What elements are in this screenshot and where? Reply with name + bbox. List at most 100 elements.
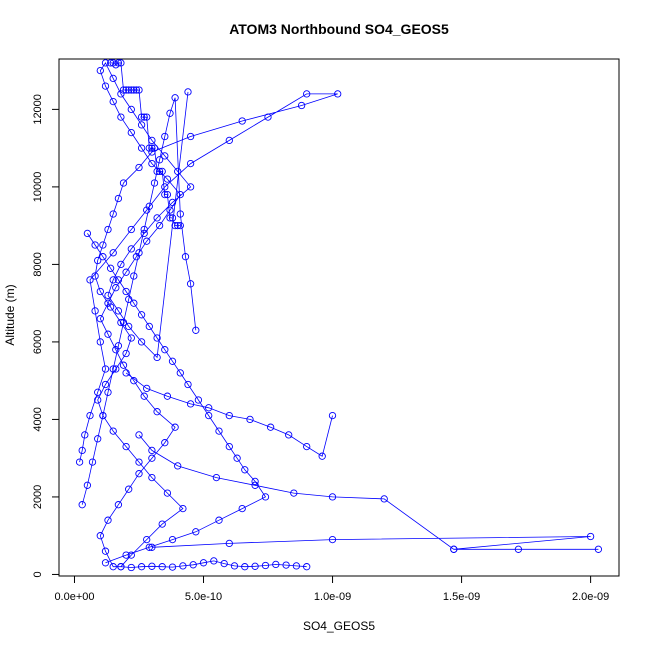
series-line (87, 233, 267, 564)
series-line (110, 62, 181, 227)
data-point (181, 253, 190, 261)
data-point (83, 229, 92, 238)
data-point (101, 380, 110, 389)
data-point (130, 86, 138, 94)
y-tick-label: 6000 (32, 330, 44, 354)
data-point (140, 392, 148, 400)
x-axis: 0.0e+00 5.0e-10 1.0e-09 1.5e-09 2.0e-09 (54, 575, 609, 603)
x-tick-label: 0.0e+00 (54, 591, 94, 603)
data-point (143, 384, 151, 393)
data-point (148, 454, 156, 462)
data-point (328, 535, 337, 544)
data-point (94, 388, 102, 396)
data-point (285, 431, 293, 439)
series-line (81, 97, 197, 505)
data-point (86, 411, 94, 420)
data-point (106, 303, 115, 311)
data-point (158, 563, 166, 571)
data-point (135, 431, 143, 439)
series-layer (75, 59, 603, 572)
data-point (148, 144, 156, 152)
data-point (166, 206, 174, 214)
data-point (99, 411, 107, 420)
data-point (104, 388, 112, 396)
data-point (163, 190, 172, 199)
y-tick-label: 4000 (32, 407, 44, 431)
y-tick-label: 12000 (32, 94, 44, 125)
data-point (135, 470, 143, 478)
data-point (155, 221, 164, 230)
y-axis-label: Altitude (m) (3, 284, 17, 345)
data-point (117, 563, 125, 571)
data-point (78, 501, 86, 509)
data-point (176, 369, 184, 377)
data-point (380, 495, 388, 503)
data-point (303, 442, 311, 451)
data-point (137, 113, 146, 121)
data-point (109, 365, 117, 373)
data-point (238, 117, 246, 125)
data-point (171, 94, 179, 102)
data-point (122, 287, 130, 296)
data-point (292, 562, 301, 570)
data-point (94, 435, 102, 443)
data-point (122, 86, 130, 94)
data-point (135, 458, 143, 466)
data-point (125, 485, 133, 493)
data-point (161, 132, 169, 141)
data-point (91, 272, 99, 280)
data-point (101, 547, 110, 555)
data-point (192, 326, 200, 334)
data-point (186, 400, 195, 408)
data-point (171, 423, 179, 431)
data-point (122, 551, 130, 559)
data-point (104, 516, 112, 524)
data-point (174, 221, 182, 230)
data-point (125, 86, 133, 94)
data-series (83, 229, 270, 567)
x-tick-label: 5.0e-10 (185, 591, 222, 603)
data-point (96, 66, 104, 75)
data-point (594, 545, 603, 553)
data-point (127, 551, 135, 559)
data-point (119, 361, 128, 369)
data-point (153, 353, 161, 362)
data-point (101, 59, 110, 67)
data-point (514, 545, 523, 553)
data-point (130, 272, 138, 280)
data-point (96, 532, 104, 540)
data-point (215, 516, 223, 524)
data-point (251, 477, 259, 486)
data-point (155, 156, 164, 164)
data-point (104, 225, 112, 234)
data-point (272, 560, 280, 569)
data-point (148, 446, 156, 455)
data-point (215, 427, 223, 435)
data-point (225, 539, 233, 548)
data-point (109, 74, 117, 83)
data-point (96, 338, 104, 346)
data-point (163, 489, 172, 497)
data-point (127, 86, 135, 94)
data-point (233, 454, 241, 462)
data-point (586, 532, 595, 541)
data-point (132, 86, 141, 94)
data-point (303, 90, 311, 98)
data-series (75, 59, 342, 571)
data-point (179, 562, 187, 570)
data-point (238, 504, 246, 513)
y-tick-label: 2000 (32, 485, 44, 509)
data-point (137, 563, 146, 571)
data-point (130, 299, 138, 307)
data-series (122, 369, 337, 460)
data-point (153, 167, 161, 176)
data-point (109, 276, 117, 284)
data-point (125, 295, 133, 303)
data-point (282, 561, 290, 569)
data-point (450, 545, 458, 553)
data-point (127, 563, 135, 572)
data-point (161, 190, 169, 199)
data-point (158, 520, 166, 528)
data-point (114, 501, 123, 509)
